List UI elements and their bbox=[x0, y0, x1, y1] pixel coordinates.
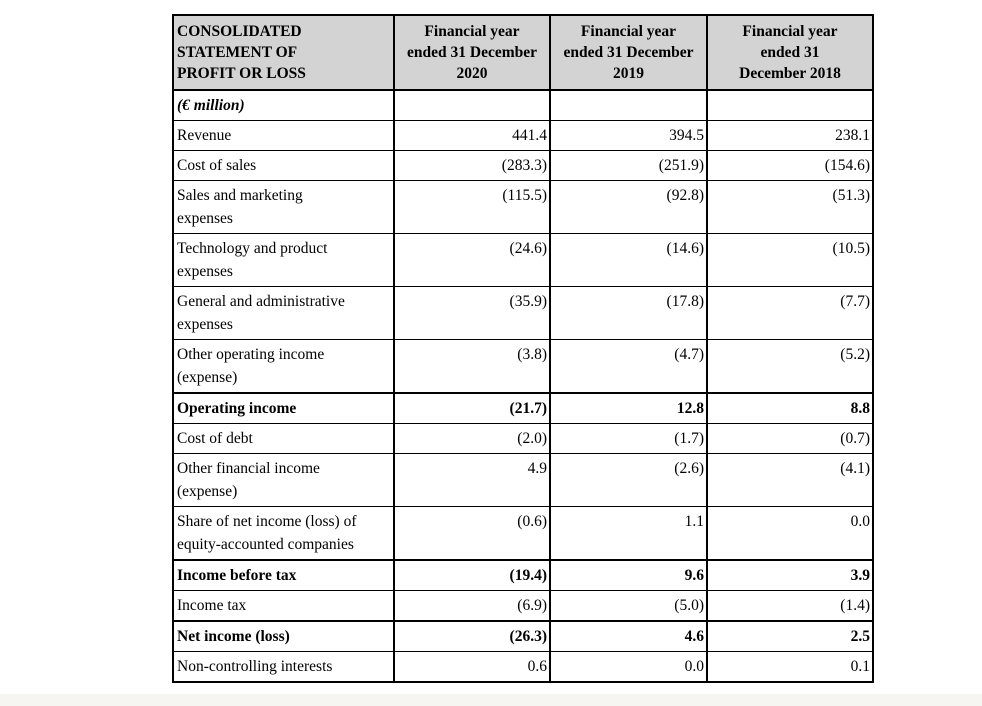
table-row: Net income (loss) (26.3) 4.6 2.5 bbox=[172, 620, 874, 652]
page-edge-strip bbox=[0, 694, 982, 706]
value-cell: 0.0 bbox=[706, 506, 874, 561]
value-cell: 2.5 bbox=[706, 620, 874, 652]
table-row: Technology and product expenses (24.6) (14… bbox=[172, 233, 874, 287]
value-cell: (283.3) bbox=[393, 150, 551, 181]
table-row: Cost of debt (2.0) (1.7) (0.7) bbox=[172, 423, 874, 454]
row-label: Non-controlling interests bbox=[172, 651, 395, 683]
value-cell: 0.0 bbox=[549, 651, 708, 683]
value-cell: 1.1 bbox=[549, 506, 708, 561]
value-cell: (10.5) bbox=[706, 233, 874, 287]
table-row: Share of net income (loss) of equity-acc… bbox=[172, 506, 874, 561]
row-label: Other financial income (expense) bbox=[172, 453, 395, 507]
value-cell: (2.6) bbox=[549, 453, 708, 507]
column-header-fy2018: Financial year ended 31 December 2018 bbox=[706, 14, 874, 91]
value-cell bbox=[549, 89, 708, 121]
table-row: Cost of sales (283.3) (251.9) (154.6) bbox=[172, 150, 874, 181]
value-cell: 8.8 bbox=[706, 392, 874, 424]
row-label: Sales and marketing expenses bbox=[172, 180, 395, 234]
value-cell: 3.9 bbox=[706, 559, 874, 591]
value-cell: (1.4) bbox=[706, 590, 874, 622]
value-cell: 0.1 bbox=[706, 651, 874, 683]
column-header-fy2019: Financial year ended 31 December 2019 bbox=[549, 14, 708, 91]
value-cell bbox=[706, 89, 874, 121]
row-label: Income before tax bbox=[172, 559, 395, 591]
value-cell: 238.1 bbox=[706, 120, 874, 151]
value-cell: (5.2) bbox=[706, 339, 874, 394]
row-label: Other operating income (expense) bbox=[172, 339, 395, 394]
table-row: Non-controlling interests 0.6 0.0 0.1 bbox=[172, 651, 874, 683]
row-label: Cost of sales bbox=[172, 150, 395, 181]
value-cell: (251.9) bbox=[549, 150, 708, 181]
value-cell: (51.3) bbox=[706, 180, 874, 234]
value-cell: (21.7) bbox=[393, 392, 551, 424]
value-cell: 12.8 bbox=[549, 392, 708, 424]
value-cell: (7.7) bbox=[706, 286, 874, 340]
value-cell: (4.1) bbox=[706, 453, 874, 507]
value-cell: (24.6) bbox=[393, 233, 551, 287]
value-cell: (5.0) bbox=[549, 590, 708, 622]
unit-row: (€ million) bbox=[172, 89, 874, 121]
table-title: CONSOLIDATED STATEMENT OF PROFIT OR LOSS bbox=[172, 14, 395, 91]
value-cell: (35.9) bbox=[393, 286, 551, 340]
value-cell: (0.7) bbox=[706, 423, 874, 454]
value-cell: (17.8) bbox=[549, 286, 708, 340]
value-cell: (115.5) bbox=[393, 180, 551, 234]
table-row: Other financial income (expense) 4.9 (2.6)… bbox=[172, 453, 874, 507]
value-cell: (3.8) bbox=[393, 339, 551, 394]
value-cell: 441.4 bbox=[393, 120, 551, 151]
value-cell: (19.4) bbox=[393, 559, 551, 591]
table-row: Income tax (6.9) (5.0) (1.4) bbox=[172, 590, 874, 622]
value-cell: 0.6 bbox=[393, 651, 551, 683]
table-row: Revenue 441.4 394.5 238.1 bbox=[172, 120, 874, 151]
value-cell: (0.6) bbox=[393, 506, 551, 561]
value-cell: 4.6 bbox=[549, 620, 708, 652]
value-cell: 4.9 bbox=[393, 453, 551, 507]
table-body: (€ million) Revenue 441.4 394.5 238.1 Cost o… bbox=[172, 89, 874, 683]
row-label: Technology and product expenses bbox=[172, 233, 395, 287]
value-cell: (1.7) bbox=[549, 423, 708, 454]
table-header-row: CONSOLIDATED STATEMENT OF PROFIT OR LOSS… bbox=[172, 14, 874, 91]
unit-label: (€ million) bbox=[172, 89, 395, 121]
value-cell bbox=[393, 89, 551, 121]
value-cell: 394.5 bbox=[549, 120, 708, 151]
row-label: Share of net income (loss) of equity-acc… bbox=[172, 506, 395, 561]
value-cell: (2.0) bbox=[393, 423, 551, 454]
row-label: General and administrative expenses bbox=[172, 286, 395, 340]
value-cell: (154.6) bbox=[706, 150, 874, 181]
value-cell: (92.8) bbox=[549, 180, 708, 234]
table-row: Income before tax (19.4) 9.6 3.9 bbox=[172, 559, 874, 591]
row-label: Revenue bbox=[172, 120, 395, 151]
value-cell: (4.7) bbox=[549, 339, 708, 394]
table-row: Sales and marketing expenses (115.5) (92.8… bbox=[172, 180, 874, 234]
table-row: General and administrative expenses (35.9… bbox=[172, 286, 874, 340]
value-cell: (26.3) bbox=[393, 620, 551, 652]
table-row: Other operating income (expense) (3.8) (4.… bbox=[172, 339, 874, 394]
table-row: Operating income (21.7) 12.8 8.8 bbox=[172, 392, 874, 424]
value-cell: 9.6 bbox=[549, 559, 708, 591]
value-cell: (14.6) bbox=[549, 233, 708, 287]
row-label: Cost of debt bbox=[172, 423, 395, 454]
row-label: Operating income bbox=[172, 392, 395, 424]
column-header-fy2020: Financial year ended 31 December 2020 bbox=[393, 14, 551, 91]
row-label: Income tax bbox=[172, 590, 395, 622]
profit-loss-table: CONSOLIDATED STATEMENT OF PROFIT OR LOSS… bbox=[172, 14, 874, 683]
row-label: Net income (loss) bbox=[172, 620, 395, 652]
value-cell: (6.9) bbox=[393, 590, 551, 622]
